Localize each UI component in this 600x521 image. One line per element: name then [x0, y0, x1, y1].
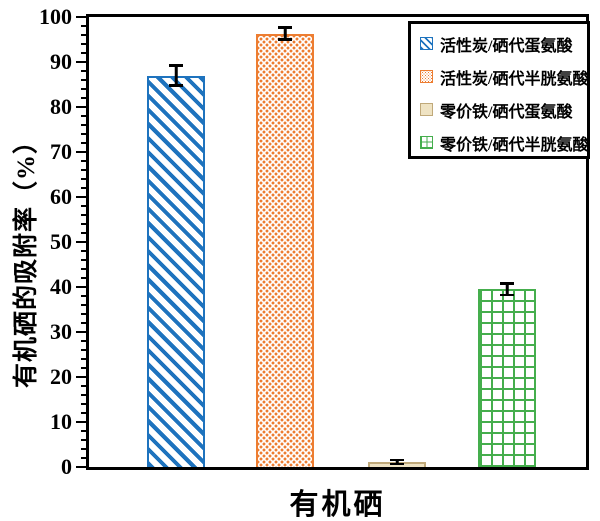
y-major-tick: [76, 420, 86, 424]
y-minor-tick: [81, 51, 86, 55]
y-minor-tick: [81, 312, 86, 316]
y-tick-label: 80: [50, 94, 72, 119]
y-minor-tick: [81, 78, 86, 82]
y-tick-label: 30: [50, 319, 72, 344]
error-bar-3: [390, 458, 404, 466]
y-minor-tick: [81, 348, 86, 352]
error-bar-cap-top: [390, 458, 404, 462]
legend-swatch-grid-icon: [420, 136, 433, 149]
y-minor-tick: [81, 294, 86, 298]
y-minor-tick: [81, 339, 86, 343]
error-bar-cap-bottom: [278, 38, 292, 41]
error-bar-2: [278, 26, 292, 41]
y-minor-tick: [81, 411, 86, 415]
y-minor-tick: [81, 276, 86, 280]
legend-swatch-solid-icon: [420, 103, 433, 116]
legend-label: 活性炭/硒代半胱氨酸: [440, 70, 589, 88]
y-minor-tick: [81, 123, 86, 127]
legend-swatch-diagonal-hatch-icon: [420, 37, 433, 50]
y-tick-label: 40: [50, 274, 72, 299]
y-minor-tick: [81, 249, 86, 253]
y-minor-tick: [81, 222, 86, 226]
legend-row-4: 零价铁/硒代半胱氨酸: [420, 126, 589, 159]
y-major-tick: [76, 465, 86, 469]
legend-swatch-checker-dots-icon: [420, 70, 433, 83]
legend-row-2: 活性炭/硒代半胱氨酸: [420, 60, 589, 93]
error-bar-cap-bottom: [390, 462, 404, 466]
bar-4: [478, 289, 536, 467]
error-bar-4: [500, 282, 514, 297]
y-minor-tick: [81, 438, 86, 442]
y-minor-tick: [81, 231, 86, 235]
y-major-tick: [76, 60, 86, 64]
y-minor-tick: [81, 69, 86, 73]
error-bar-cap-bottom: [169, 84, 183, 87]
error-bar-cap-top: [278, 26, 292, 29]
y-minor-tick: [81, 33, 86, 37]
y-tick-label: 20: [50, 364, 72, 389]
y-major-tick: [76, 285, 86, 289]
bar-1: [147, 75, 205, 467]
y-minor-tick: [81, 402, 86, 406]
error-bar-1: [169, 64, 183, 87]
y-minor-tick: [81, 393, 86, 397]
legend-row-1: 活性炭/硒代蛋氨酸: [420, 27, 587, 60]
error-bar-line: [283, 26, 287, 41]
x-axis-label: 有机硒: [289, 489, 386, 521]
error-bar-line: [395, 458, 399, 466]
y-minor-tick: [81, 24, 86, 28]
y-minor-tick: [81, 447, 86, 451]
y-minor-tick: [81, 303, 86, 307]
y-major-tick: [76, 150, 86, 154]
legend-label: 零价铁/硒代半胱氨酸: [440, 136, 589, 154]
y-major-tick: [76, 15, 86, 19]
y-minor-tick: [81, 258, 86, 262]
y-minor-tick: [81, 87, 86, 91]
y-minor-tick: [81, 321, 86, 325]
y-minor-tick: [81, 177, 86, 181]
y-major-tick: [76, 330, 86, 334]
y-tick-label: 70: [50, 139, 72, 164]
legend-row-3: 零价铁/硒代蛋氨酸: [420, 93, 587, 126]
y-minor-tick: [81, 186, 86, 190]
y-major-tick: [76, 195, 86, 199]
bar-2: [256, 33, 314, 467]
legend-label: 零价铁/硒代蛋氨酸: [440, 103, 573, 121]
y-tick-label: 60: [50, 184, 72, 209]
error-bar-cap-top: [169, 64, 183, 67]
y-minor-tick: [81, 456, 86, 460]
y-minor-tick: [81, 159, 86, 163]
y-minor-tick: [81, 96, 86, 100]
y-tick-label: 100: [39, 4, 72, 29]
y-minor-tick: [81, 384, 86, 388]
error-bar-line: [174, 64, 178, 87]
y-minor-tick: [81, 357, 86, 361]
y-tick-label: 0: [61, 454, 72, 479]
y-major-tick: [76, 105, 86, 109]
legend: 活性炭/硒代蛋氨酸 活性炭/硒代半胱氨酸 零价铁/硒代蛋氨酸 零价铁/硒代半胱氨酸: [408, 21, 590, 159]
y-major-tick: [76, 375, 86, 379]
y-minor-tick: [81, 114, 86, 118]
error-bar-cap-bottom: [500, 293, 514, 297]
y-minor-tick: [81, 204, 86, 208]
y-major-tick: [76, 240, 86, 244]
error-bar-cap-top: [500, 282, 514, 285]
y-minor-tick: [81, 213, 86, 217]
y-minor-tick: [81, 267, 86, 271]
y-minor-tick: [81, 132, 86, 136]
y-minor-tick: [81, 366, 86, 370]
y-tick-label: 10: [50, 409, 72, 434]
y-minor-tick: [81, 141, 86, 145]
y-tick-label: 50: [50, 229, 72, 254]
y-minor-tick: [81, 168, 86, 172]
legend-label: 活性炭/硒代蛋氨酸: [440, 37, 573, 55]
error-bar-line: [505, 282, 509, 297]
y-minor-tick: [81, 429, 86, 433]
y-minor-tick: [81, 42, 86, 46]
y-tick-label: 90: [50, 49, 72, 74]
